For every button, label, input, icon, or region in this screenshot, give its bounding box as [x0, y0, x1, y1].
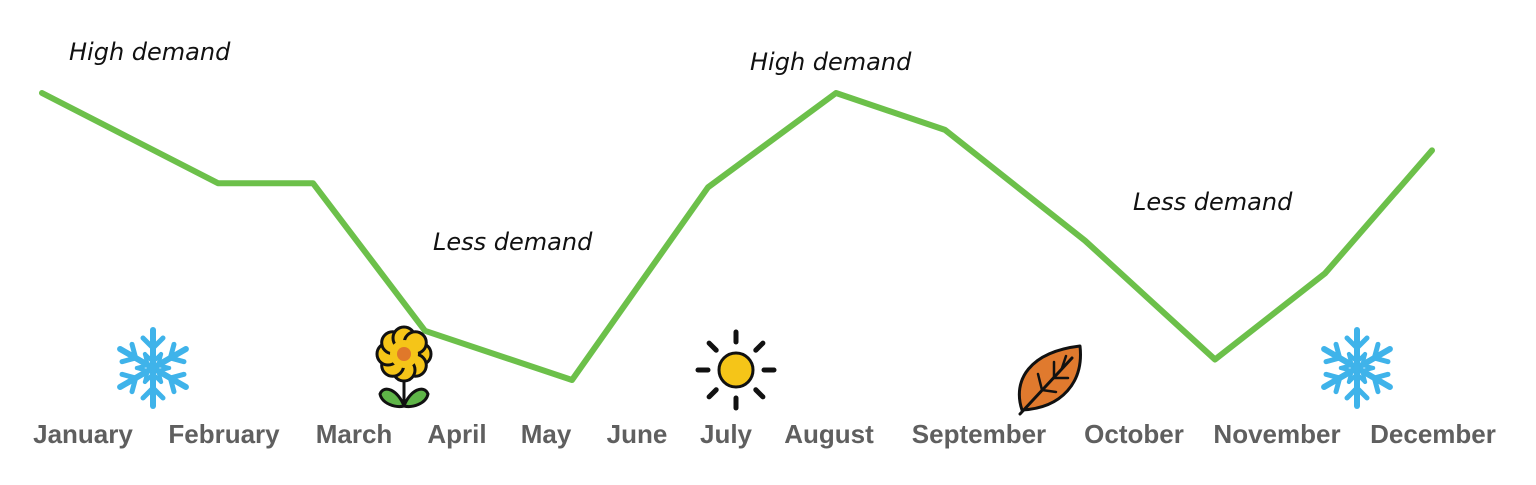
- sun-icon: [695, 329, 777, 411]
- month-label-april: April: [427, 419, 486, 449]
- month-label-november: November: [1213, 419, 1340, 449]
- month-label-march: March: [316, 419, 393, 449]
- month-label-july: July: [700, 419, 753, 449]
- leaf-icon: [1017, 344, 1082, 416]
- annotation-1: High demand: [69, 38, 231, 66]
- month-label-january: January: [33, 419, 133, 449]
- month-label-february: February: [168, 419, 280, 449]
- annotation-4: Less demand: [1133, 188, 1293, 216]
- month-label-september: September: [912, 419, 1046, 449]
- demand-line: [39, 90, 1435, 383]
- month-label-october: October: [1084, 419, 1184, 449]
- month-label-december: December: [1370, 419, 1496, 449]
- snowflake-icon: [117, 327, 189, 409]
- annotation-3: High demand: [750, 48, 912, 76]
- month-label-may: May: [521, 419, 572, 449]
- snowflake-icon: [1321, 327, 1393, 409]
- flower-icon: [375, 325, 433, 408]
- month-labels: January February March April May June July Augu…: [33, 419, 1496, 449]
- month-label-august: August: [784, 419, 874, 449]
- month-label-june: June: [607, 419, 668, 449]
- season-icons: [117, 325, 1393, 416]
- annotation-2: Less demand: [433, 228, 593, 256]
- annotations: High demand Less demand High demand Less de…: [69, 38, 1293, 256]
